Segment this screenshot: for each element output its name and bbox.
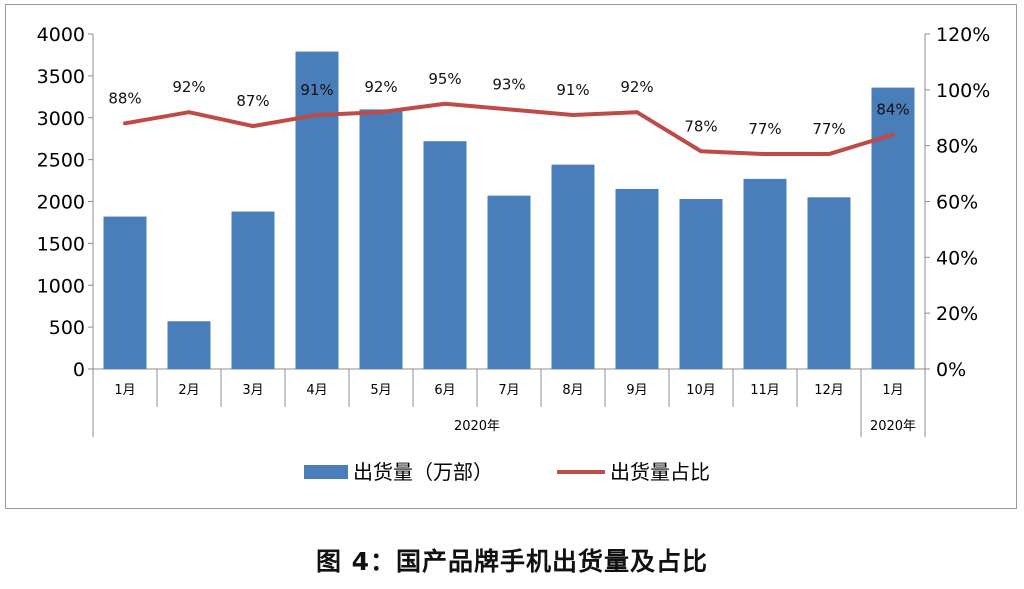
category-label: 8月 xyxy=(562,383,583,398)
right-tick-label: 120% xyxy=(936,24,990,46)
bar xyxy=(359,109,403,369)
right-tick-label: 100% xyxy=(936,80,990,102)
right-tick-label: 20% xyxy=(936,303,978,325)
category-label: 11月 xyxy=(750,383,780,398)
bar xyxy=(551,164,595,369)
category-label: 10月 xyxy=(686,383,716,398)
data-label: 95% xyxy=(428,70,461,88)
right-tick-label: 40% xyxy=(936,247,978,269)
bar xyxy=(103,216,147,369)
data-label: 93% xyxy=(492,75,525,93)
left-tick-label: 0 xyxy=(73,359,85,381)
category-label: 4月 xyxy=(306,383,327,398)
figure-caption: 图 4：国产品牌手机出货量及占比 xyxy=(315,547,709,576)
category-label: 9月 xyxy=(626,383,647,398)
legend-line-label: 出货量占比 xyxy=(610,460,710,484)
category-label: 1月 xyxy=(114,383,135,398)
data-label: 78% xyxy=(684,117,717,135)
left-tick-label: 1500 xyxy=(37,233,85,255)
data-label: 92% xyxy=(620,78,653,96)
legend-bar-label: 出货量（万部） xyxy=(353,460,493,484)
right-tick-label: 0% xyxy=(936,359,966,381)
data-label: 84% xyxy=(876,101,909,119)
left-tick-label: 4000 xyxy=(37,24,85,46)
bar xyxy=(743,178,787,369)
category-label: 1月 xyxy=(882,383,903,398)
data-label: 77% xyxy=(812,120,845,138)
group-label: 2020年 xyxy=(870,419,916,434)
combo-chart: 0 500 1000 1500 2000 2500 3000 3500 4000 0% 20% 40%… xyxy=(37,24,991,484)
bar xyxy=(167,321,211,369)
group-label: 2020年 xyxy=(454,419,500,434)
bar xyxy=(615,188,659,369)
data-label: 92% xyxy=(172,78,205,96)
data-label: 91% xyxy=(300,81,333,99)
left-tick-label: 2500 xyxy=(37,150,85,172)
left-tick-label: 3500 xyxy=(37,66,85,88)
category-label: 7月 xyxy=(498,383,519,398)
left-tick-label: 2000 xyxy=(37,192,85,214)
right-tick-label: 60% xyxy=(936,192,978,214)
left-tick-label: 3000 xyxy=(37,108,85,130)
category-label: 2月 xyxy=(178,383,199,398)
data-label: 92% xyxy=(364,78,397,96)
data-label: 88% xyxy=(108,89,141,107)
bar xyxy=(423,141,467,369)
bar xyxy=(231,211,275,369)
bar xyxy=(679,198,723,369)
category-label: 6月 xyxy=(434,383,455,398)
category-label: 5月 xyxy=(370,383,391,398)
left-tick-label: 500 xyxy=(49,317,85,339)
bar xyxy=(871,87,915,369)
data-label: 77% xyxy=(748,120,781,138)
left-tick-label: 1000 xyxy=(37,275,85,297)
data-label: 87% xyxy=(236,92,269,110)
legend-bar-swatch xyxy=(304,465,348,479)
bar xyxy=(295,51,339,370)
bar xyxy=(487,195,531,369)
data-label: 91% xyxy=(556,81,589,99)
bar xyxy=(807,197,851,369)
category-label: 12月 xyxy=(814,383,844,398)
category-label: 3月 xyxy=(242,383,263,398)
right-tick-label: 80% xyxy=(936,136,978,158)
